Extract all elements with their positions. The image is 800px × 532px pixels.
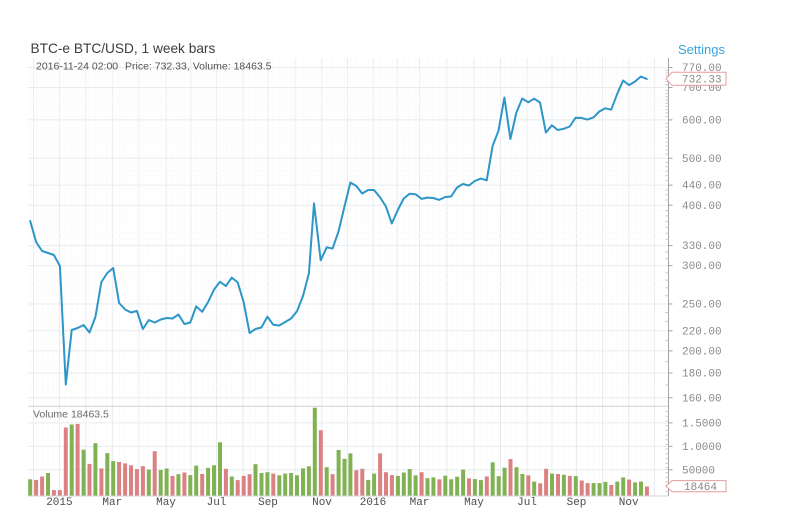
svg-text:440.00: 440.00 xyxy=(682,181,722,193)
svg-text:200.00: 200.00 xyxy=(682,347,722,359)
svg-text:50000: 50000 xyxy=(682,465,715,477)
svg-text:330.00: 330.00 xyxy=(682,241,722,253)
svg-text:18464: 18464 xyxy=(684,482,717,494)
svg-text:Nov: Nov xyxy=(312,497,332,509)
svg-text:Price: 732.33, Volume: 18463.5: Price: 732.33, Volume: 18463.5 xyxy=(125,61,272,73)
svg-text:1.0000: 1.0000 xyxy=(682,442,722,454)
svg-text:300.00: 300.00 xyxy=(682,261,722,273)
svg-text:Volume 18463.5: Volume 18463.5 xyxy=(33,409,109,421)
svg-text:Settings: Settings xyxy=(678,42,725,57)
svg-text:2016-11-24 02:00: 2016-11-24 02:00 xyxy=(36,61,118,73)
svg-text:180.00: 180.00 xyxy=(682,369,722,381)
svg-text:732.33: 732.33 xyxy=(682,74,722,86)
svg-text:Sep: Sep xyxy=(567,497,587,509)
svg-text:May: May xyxy=(156,497,176,509)
svg-text:400.00: 400.00 xyxy=(682,201,722,213)
svg-text:220.00: 220.00 xyxy=(682,326,722,338)
svg-text:Sep: Sep xyxy=(258,497,278,509)
svg-text:Mar: Mar xyxy=(410,497,430,509)
svg-text:BTC-e BTC/USD, 1 week bars: BTC-e BTC/USD, 1 week bars xyxy=(31,41,216,56)
svg-text:Nov: Nov xyxy=(619,497,639,509)
svg-text:600.00: 600.00 xyxy=(682,116,722,128)
svg-text:700.00: 700.00 xyxy=(682,83,722,95)
svg-text:160.00: 160.00 xyxy=(682,393,722,405)
svg-text:Jul: Jul xyxy=(517,497,537,509)
svg-text:250.00: 250.00 xyxy=(682,300,722,312)
svg-text:May: May xyxy=(464,497,484,509)
svg-text:500.00: 500.00 xyxy=(682,154,722,166)
svg-text:2016: 2016 xyxy=(360,497,386,509)
svg-text:2015: 2015 xyxy=(46,497,72,509)
svg-text:Jul: Jul xyxy=(207,497,227,509)
svg-text:Mar: Mar xyxy=(102,497,122,509)
svg-text:1.5000: 1.5000 xyxy=(682,419,722,431)
